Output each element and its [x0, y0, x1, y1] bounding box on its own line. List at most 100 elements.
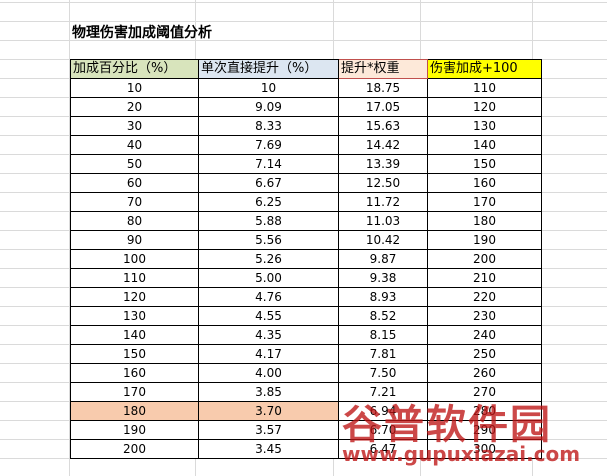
table-cell: 230	[427, 306, 542, 326]
table-cell: 110	[70, 268, 199, 288]
table-row: 140 4.35 8.15 240	[70, 325, 542, 345]
table-cell: 15.63	[338, 116, 428, 136]
table-row: 80 5.88 11.03 180	[70, 211, 542, 231]
table-cell: 260	[427, 363, 542, 383]
table-row: 70 6.25 11.72 170	[70, 192, 542, 212]
table-cell: 170	[427, 192, 542, 212]
table-row: 60 6.67 12.50 160	[70, 173, 542, 193]
table-cell: 4.17	[198, 344, 339, 364]
table-cell: 17.05	[338, 97, 428, 117]
table-cell: 4.55	[198, 306, 339, 326]
table-cell: 190	[70, 420, 199, 440]
table-row: 100 5.26 9.87 200	[70, 249, 542, 269]
table-row: 160 4.00 7.50 260	[70, 363, 542, 383]
table-cell: 4.76	[198, 287, 339, 307]
table-cell: 220	[427, 287, 542, 307]
table-cell: 300	[427, 439, 542, 459]
header-cell: 单次直接提升（%）	[198, 59, 339, 79]
table-cell: 60	[70, 173, 199, 193]
table-cell: 180	[427, 211, 542, 231]
table-cell: 80	[70, 211, 199, 231]
table-cell: 7.14	[198, 154, 339, 174]
table-cell: 100	[70, 249, 199, 269]
table-cell: 180	[70, 401, 199, 421]
table-cell: 120	[427, 97, 542, 117]
table-cell: 4.35	[198, 325, 339, 345]
table-row: 200 3.45 6.47 300	[70, 439, 542, 459]
table-cell: 70	[70, 192, 199, 212]
table-cell: 6.70	[338, 420, 428, 440]
table-row: 170 3.85 7.21 270	[70, 382, 542, 402]
table-cell: 11.03	[338, 211, 428, 231]
table-cell: 8.15	[338, 325, 428, 345]
table-cell: 150	[427, 154, 542, 174]
table-cell: 20	[70, 97, 199, 117]
table-row: 110 5.00 9.38 210	[70, 268, 542, 288]
table-cell: 5.88	[198, 211, 339, 231]
table-cell: 8.33	[198, 116, 339, 136]
table-cell: 160	[427, 173, 542, 193]
table-cell: 170	[70, 382, 199, 402]
table-cell: 3.57	[198, 420, 339, 440]
table-row: 130 4.55 8.52 230	[70, 306, 542, 326]
table-cell: 5.00	[198, 268, 339, 288]
table-cell: 130	[427, 116, 542, 136]
table-cell: 3.85	[198, 382, 339, 402]
sheet-title: 物理伤害加成阈值分析	[72, 25, 212, 41]
table-cell: 140	[427, 135, 542, 155]
header-cell: 加成百分比（%）	[70, 59, 199, 79]
table-cell: 7.50	[338, 363, 428, 383]
table-cell: 6.25	[198, 192, 339, 212]
table-cell: 11.72	[338, 192, 428, 212]
header-row: 加成百分比（%） 单次直接提升（%） 提升*权重 伤害加成+100	[70, 59, 542, 79]
table-row: 120 4.76 8.93 220	[70, 287, 542, 307]
table-row: 90 5.56 10.42 190	[70, 230, 542, 250]
table-cell: 120	[70, 287, 199, 307]
table-cell: 5.56	[198, 230, 339, 250]
table-cell: 6.94	[338, 401, 428, 421]
table-cell: 190	[427, 230, 542, 250]
table-row: 30 8.33 15.63 130	[70, 116, 542, 136]
table-cell: 4.00	[198, 363, 339, 383]
table-cell: 12.50	[338, 173, 428, 193]
table-cell: 7.81	[338, 344, 428, 364]
table-cell: 140	[70, 325, 199, 345]
table-cell: 200	[70, 439, 199, 459]
table-row: 150 4.17 7.81 250	[70, 344, 542, 364]
table-cell: 40	[70, 135, 199, 155]
table-row: 50 7.14 13.39 150	[70, 154, 542, 174]
table-cell: 18.75	[338, 78, 428, 98]
table-cell: 90	[70, 230, 199, 250]
table-cell: 130	[70, 306, 199, 326]
table-cell: 270	[427, 382, 542, 402]
table-row: 20 9.09 17.05 120	[70, 97, 542, 117]
grid-column-line	[69, 0, 70, 476]
table-cell: 110	[427, 78, 542, 98]
table-cell: 6.47	[338, 439, 428, 459]
table-cell: 150	[70, 344, 199, 364]
data-table: 加成百分比（%） 单次直接提升（%） 提升*权重 伤害加成+100 10 10 18.75 1…	[70, 59, 542, 459]
table-cell: 9.38	[338, 268, 428, 288]
table-cell: 9.87	[338, 249, 428, 269]
table-cell: 9.09	[198, 97, 339, 117]
watermark-url: www.gupuxiazai.com	[342, 442, 581, 466]
table-cell: 10	[70, 78, 199, 98]
table-cell: 14.42	[338, 135, 428, 155]
table-cell: 3.45	[198, 439, 339, 459]
table-cell: 6.67	[198, 173, 339, 193]
table-cell: 8.52	[338, 306, 428, 326]
table-cell: 7.69	[198, 135, 339, 155]
table-cell: 3.70	[198, 401, 339, 421]
table-cell: 50	[70, 154, 199, 174]
table-cell: 240	[427, 325, 542, 345]
table-cell: 10	[198, 78, 339, 98]
header-cell: 伤害加成+100	[427, 59, 542, 79]
watermark-brand: 谷普软件园	[342, 402, 552, 448]
table-row: 40 7.69 14.42 140	[70, 135, 542, 155]
table-cell: 200	[427, 249, 542, 269]
table-cell: 290	[427, 420, 542, 440]
table-row: 190 3.57 6.70 290	[70, 420, 542, 440]
table-cell: 250	[427, 344, 542, 364]
table-cell: 13.39	[338, 154, 428, 174]
